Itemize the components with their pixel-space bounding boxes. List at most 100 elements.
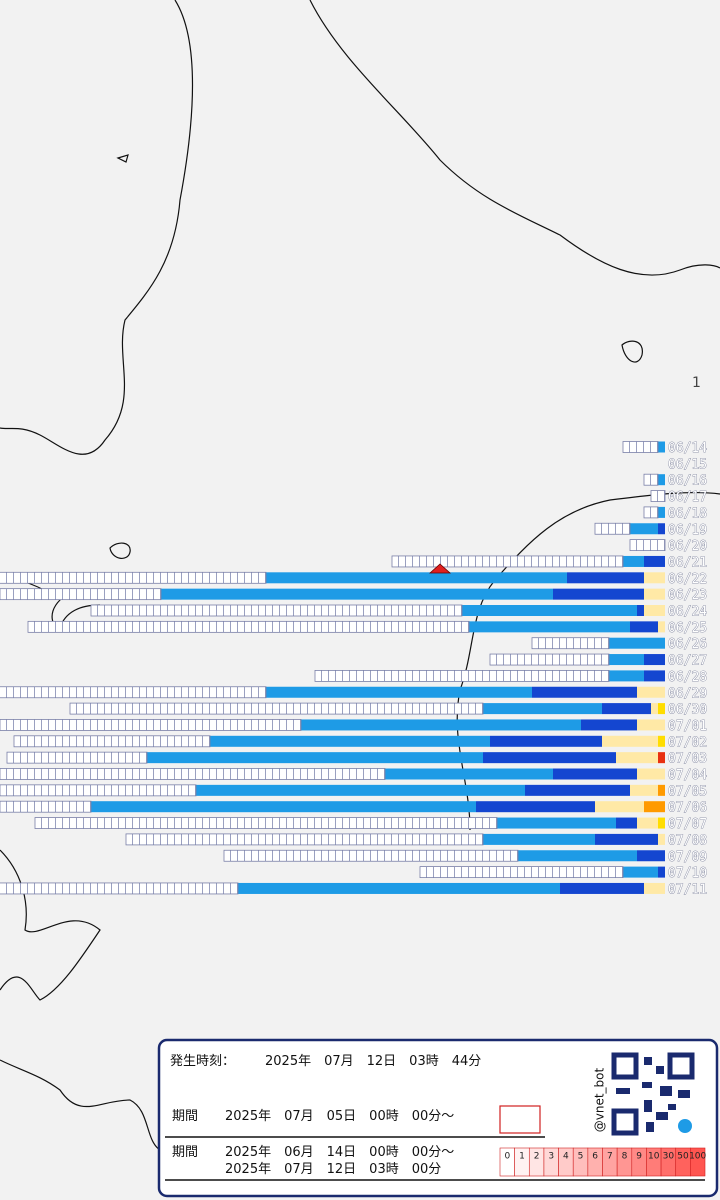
count-segment [630, 784, 658, 796]
count-segment [0, 800, 92, 813]
date-label: 07/02 [668, 735, 707, 750]
count-segment [223, 849, 519, 862]
count-segment [497, 817, 616, 829]
info-panel: 発生時刻： 2025年 07月 12日 03時 44分 期間 2025年 07月… [157, 1038, 719, 1198]
count-segment [650, 490, 666, 502]
count-segment [385, 768, 553, 780]
count-segment [314, 670, 610, 682]
count-segment [637, 768, 665, 780]
count-segment [658, 752, 665, 764]
count-segment [644, 588, 665, 600]
count-segment [594, 522, 631, 535]
count-segment [630, 621, 658, 633]
count-segment [483, 703, 602, 715]
count-segment [637, 719, 665, 731]
scale-label: 4 [563, 1152, 569, 1162]
date-label: 07/08 [668, 833, 707, 848]
count-segment [469, 621, 630, 633]
period1-swatch [499, 1105, 541, 1134]
date-label: 06/18 [668, 506, 707, 521]
count-segment [161, 588, 553, 600]
date-label: 07/06 [668, 801, 707, 816]
period1-label: 期間 [172, 1109, 198, 1124]
date-label: 06/14 [668, 441, 707, 456]
count-segment [658, 784, 665, 796]
count-segment [567, 572, 644, 584]
count-segment [560, 882, 644, 894]
count-segment [637, 850, 665, 862]
date-label: 07/09 [668, 850, 707, 865]
count-segment [595, 801, 644, 813]
count-segment [629, 539, 666, 551]
scale-label: 1 [519, 1152, 525, 1162]
period2-end: 2025年 07月 12日 03時 00分 [225, 1162, 441, 1177]
account: @vnet_bot [593, 1067, 607, 1132]
marker-label: 1 [692, 375, 701, 391]
count-segment [651, 703, 658, 715]
count-segment [0, 686, 267, 699]
count-segment [602, 735, 658, 747]
period1: 2025年 07月 05日 00時 00分～ [225, 1109, 454, 1124]
scale-label: 9 [636, 1152, 642, 1162]
count-segment [644, 801, 665, 813]
count-segment [616, 752, 658, 764]
date-label: 06/22 [668, 572, 707, 587]
scale-label: 5 [578, 1152, 584, 1162]
count-segment [0, 719, 302, 731]
period2-label: 期間 [172, 1145, 198, 1160]
date-label: 07/11 [668, 882, 707, 897]
count-segment [644, 654, 665, 666]
date-label: 06/17 [668, 490, 707, 505]
date-label: 07/05 [668, 784, 707, 799]
count-segment [531, 637, 610, 650]
count-segment [419, 866, 624, 878]
scale-label: 30 [663, 1152, 675, 1162]
count-segment [644, 605, 665, 616]
count-segment [0, 768, 386, 780]
count-segment [196, 784, 525, 796]
scale-label: 100 [689, 1152, 706, 1162]
count-segment [637, 817, 658, 829]
count-segment [301, 719, 581, 731]
count-segment [0, 588, 162, 601]
count-segment [622, 441, 659, 453]
count-segment [609, 637, 665, 649]
date-label: 07/04 [668, 768, 707, 783]
count-segment [595, 833, 658, 845]
count-segment [623, 866, 658, 878]
count-segment [644, 572, 665, 584]
count-segment [609, 670, 644, 682]
count-segment [391, 555, 624, 568]
time: 2025年 07月 12日 03時 44分 [265, 1054, 481, 1069]
count-segment [623, 555, 644, 567]
count-segment [476, 801, 595, 813]
count-segment [34, 817, 498, 829]
count-segment [602, 703, 651, 715]
scale-label: 0 [504, 1152, 510, 1162]
count-segment [658, 506, 665, 518]
count-segment [658, 735, 665, 747]
date-label: 07/10 [668, 866, 707, 881]
count-segment [644, 670, 665, 682]
count-segment [462, 605, 637, 616]
count-segment [643, 506, 659, 519]
date-label: 07/01 [668, 719, 707, 734]
count-segment [525, 784, 630, 796]
count-segment [0, 784, 197, 797]
count-segment [489, 653, 610, 666]
count-segment [658, 833, 665, 845]
date-label: 06/27 [668, 654, 707, 669]
count-segment [27, 620, 470, 633]
date-label: 06/24 [668, 605, 707, 620]
date-label: 06/15 [668, 457, 707, 472]
scale-label: 2 [534, 1152, 540, 1162]
scale-cell [690, 1147, 706, 1177]
count-segment [483, 752, 616, 764]
count-segment [658, 523, 665, 535]
date-label: 06/20 [668, 539, 707, 554]
count-segment [532, 686, 637, 698]
count-segment [518, 850, 637, 862]
scale-label: 8 [622, 1152, 628, 1162]
count-segment [643, 473, 659, 486]
